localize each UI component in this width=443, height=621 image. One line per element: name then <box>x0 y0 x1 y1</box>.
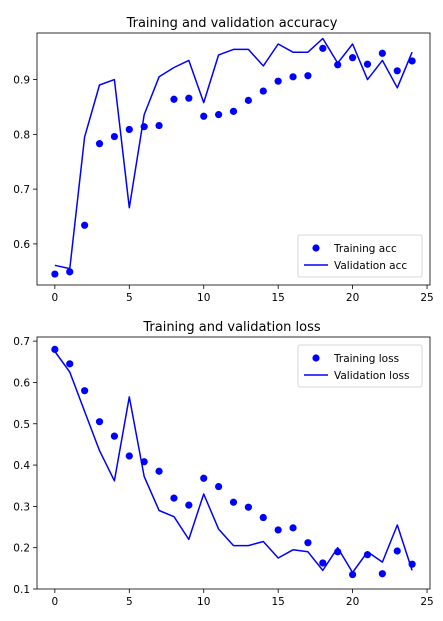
data-point-1-0-10 <box>200 474 208 482</box>
legend-label-training-acc: Training acc <box>333 243 397 255</box>
x-tick-label-1-5: 25 <box>420 596 433 608</box>
data-point-0-0-8 <box>170 95 178 103</box>
data-point-1-0-1 <box>66 360 74 368</box>
series-line-0-1 <box>54 37 413 270</box>
data-point-1-0-0 <box>51 345 59 353</box>
loss-ticks: 0 5 10 15 20 25 0.1 0.2 0.3 0.4 0.5 0.6 0.7 <box>13 336 433 608</box>
y-tick-label-0-1: 0.7 <box>13 184 30 196</box>
x-tick-label-1-4: 20 <box>346 596 359 608</box>
data-point-0-0-16 <box>289 73 297 81</box>
loss-axes-frame <box>36 336 431 590</box>
data-point-0-0-10 <box>200 112 208 120</box>
data-point-1-0-12 <box>229 498 238 506</box>
loss-legend-box <box>297 344 423 388</box>
loss-title: Training and validation loss <box>142 320 320 335</box>
loss-legend: Training loss Validation loss <box>297 344 423 388</box>
x-tick-label-1-0: 0 <box>52 596 59 608</box>
data-point-0-0-13 <box>244 96 252 104</box>
y-tick-label-0-0: 0.6 <box>13 239 30 251</box>
legend-marker-training-acc <box>312 244 320 252</box>
data-point-1-0-15 <box>274 526 282 534</box>
x-tick-label-0-0: 0 <box>52 292 59 304</box>
legend-label-training-loss: Training loss <box>333 353 399 365</box>
y-tick-label-1-3: 0.4 <box>13 460 30 472</box>
data-point-1-0-18 <box>319 559 327 567</box>
data-point-0-0-11 <box>215 111 223 119</box>
y-tick-label-0-2: 0.8 <box>13 129 30 141</box>
series-line-1-1 <box>54 351 413 574</box>
data-point-1-0-8 <box>170 494 178 502</box>
x-tick-label-0-2: 10 <box>197 292 210 304</box>
legend-marker-training-loss <box>312 354 320 362</box>
accuracy-title: Training and validation accuracy <box>126 16 338 31</box>
data-point-0-0-24 <box>408 57 416 65</box>
data-point-0-0-4 <box>110 132 119 141</box>
data-point-1-0-9 <box>185 501 193 509</box>
data-point-0-0-15 <box>274 77 282 85</box>
loss-plot: Training and validation loss 0 5 10 15 20 250… <box>13 320 433 608</box>
data-point-0-0-2 <box>81 221 89 229</box>
data-point-1-0-4 <box>110 432 119 440</box>
accuracy-legend: Training acc Validation acc <box>297 234 423 278</box>
data-point-0-0-9 <box>185 94 193 102</box>
x-tick-label-1-3: 15 <box>271 596 284 608</box>
data-point-0-0-0 <box>51 270 59 278</box>
data-point-1-0-13 <box>244 503 252 511</box>
accuracy-ticks: 0 5 10 15 20 25 0.6 0.7 0.8 0.9 <box>13 75 433 304</box>
legend-label-validation-acc: Validation acc <box>334 260 407 272</box>
data-point-0-0-21 <box>363 60 372 68</box>
data-point-1-0-16 <box>289 524 297 532</box>
y-tick-label-1-5: 0.6 <box>13 377 30 389</box>
x-tick-label-0-3: 15 <box>271 292 284 304</box>
y-tick-label-0-3: 0.9 <box>13 75 30 87</box>
data-point-0-0-18 <box>319 44 327 52</box>
data-point-1-0-22 <box>378 570 386 578</box>
data-point-1-0-3 <box>95 418 104 426</box>
data-point-1-0-17 <box>304 539 312 547</box>
data-point-0-0-17 <box>304 72 312 80</box>
data-point-1-0-5 <box>125 452 133 460</box>
loss-series <box>51 345 416 579</box>
data-point-0-0-19 <box>334 61 342 69</box>
data-point-0-0-23 <box>393 67 401 75</box>
accuracy-series <box>51 37 416 278</box>
accuracy-axes-frame <box>36 32 431 286</box>
x-tick-label-0-1: 5 <box>126 292 133 304</box>
x-tick-label-0-5: 25 <box>420 292 433 304</box>
y-tick-label-1-1: 0.2 <box>13 543 30 555</box>
x-tick-label-1-1: 5 <box>126 596 133 608</box>
y-tick-label-1-0: 0.1 <box>13 584 30 596</box>
y-tick-label-1-6: 0.7 <box>13 336 30 348</box>
accuracy-legend-box <box>297 234 423 278</box>
data-point-1-0-23 <box>393 547 401 555</box>
data-point-1-0-11 <box>215 482 223 491</box>
y-tick-label-1-2: 0.3 <box>13 501 30 513</box>
data-point-0-0-14 <box>259 87 267 95</box>
data-point-0-0-7 <box>155 121 163 130</box>
accuracy-plot: Training and validation accuracy 0 5 10 15 2… <box>13 16 433 304</box>
data-point-0-0-5 <box>125 125 133 134</box>
legend-label-validation-loss: Validation loss <box>334 370 409 382</box>
data-point-0-0-3 <box>95 140 104 148</box>
data-point-1-0-20 <box>348 570 357 579</box>
data-point-1-0-7 <box>155 467 163 475</box>
data-point-1-0-14 <box>259 513 267 522</box>
data-point-0-0-12 <box>229 107 238 115</box>
data-point-1-0-2 <box>81 387 89 395</box>
x-tick-label-0-4: 20 <box>346 292 359 304</box>
y-tick-label-1-4: 0.5 <box>13 419 30 431</box>
data-point-0-0-20 <box>348 54 357 62</box>
x-tick-label-1-2: 10 <box>197 596 210 608</box>
data-point-0-0-1 <box>66 268 74 276</box>
data-point-0-0-22 <box>378 49 386 57</box>
